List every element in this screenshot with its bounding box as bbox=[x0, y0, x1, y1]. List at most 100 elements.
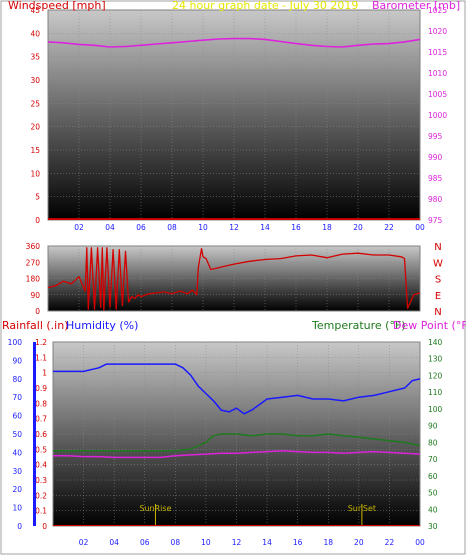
windspeed-axis-label: Windspeed [mph] bbox=[8, 0, 106, 12]
sun-annotation: SunSet bbox=[348, 504, 376, 513]
x-tick-label: 16 bbox=[291, 223, 301, 232]
humidity-tick-label: 30 bbox=[12, 467, 22, 476]
barometer-tick-label: 1000 bbox=[428, 111, 447, 120]
humidity-tick-label: 50 bbox=[12, 430, 22, 439]
rain-humidity-temp-ticks: 02 04 06 08 10 12 14 16 18 20 22 0000.10.20.30.40.5… bbox=[8, 338, 443, 547]
barometer-tick-label: 990 bbox=[428, 153, 443, 162]
temperature-tick-label: 130 bbox=[428, 355, 443, 364]
windspeed-tick-label: 35 bbox=[30, 53, 40, 62]
windspeed-tick-label: 25 bbox=[30, 99, 40, 108]
barometer-tick-label: 975 bbox=[428, 216, 443, 225]
temperature-tick-label: 100 bbox=[428, 405, 443, 414]
x-tick-label: 14 bbox=[260, 223, 270, 232]
humidity-tick-label: 40 bbox=[12, 448, 22, 457]
humidity-tick-label: 100 bbox=[8, 338, 23, 347]
barometer-axis-label: Barometer [mb] bbox=[372, 0, 461, 12]
direction-tick-label: 90 bbox=[30, 291, 40, 300]
compass-label: N bbox=[434, 307, 441, 318]
barometer-tick-label: 1005 bbox=[428, 90, 447, 99]
temperature-tick-label: 140 bbox=[428, 338, 443, 347]
temperature-tick-label: 50 bbox=[428, 489, 438, 498]
humidity-tick-label: 80 bbox=[12, 375, 22, 384]
x-tick-label: 18 bbox=[323, 538, 333, 547]
compass-label: E bbox=[435, 291, 441, 302]
humidity-tick-label: 70 bbox=[12, 393, 22, 402]
chart-title: 24 hour graph date - July 30 2019 bbox=[172, 0, 359, 12]
temperature-axis-label: Temperature (°F) bbox=[312, 319, 406, 332]
temperature-tick-label: 90 bbox=[428, 422, 438, 431]
windspeed-tick-label: 5 bbox=[35, 193, 40, 202]
x-tick-label: 06 bbox=[136, 223, 146, 232]
temperature-tick-label: 110 bbox=[428, 388, 443, 397]
x-tick-label: 10 bbox=[201, 538, 211, 547]
temperature-tick-label: 80 bbox=[428, 438, 438, 447]
humidity-tick-label: 20 bbox=[12, 485, 22, 494]
wind-pressure-ticks: 02 04 06 08 10 12 14 16 18 20 22 000510152025303540… bbox=[30, 6, 447, 232]
x-tick-label: 18 bbox=[322, 223, 332, 232]
direction-tick-label: 360 bbox=[26, 242, 41, 251]
x-tick-label: 04 bbox=[105, 223, 115, 232]
barometer-tick-label: 1010 bbox=[428, 69, 447, 78]
windspeed-tick-label: 20 bbox=[30, 123, 40, 132]
barometer-tick-label: 980 bbox=[428, 195, 443, 204]
rainfall-tick-label: 0 bbox=[42, 522, 47, 531]
x-tick-label: 22 bbox=[385, 538, 395, 547]
rainfall-tick-label: 1 bbox=[42, 369, 47, 378]
temperature-f-line bbox=[53, 433, 420, 452]
compass-label: W bbox=[433, 258, 443, 269]
windspeed-tick-label: 45 bbox=[30, 6, 40, 15]
temperature-tick-label: 30 bbox=[428, 522, 438, 531]
dew-point-f-line bbox=[53, 449, 420, 459]
wind-direction-line bbox=[48, 247, 420, 311]
rainfall-tick-label: 0.3 bbox=[35, 476, 47, 485]
compass-label: N bbox=[434, 242, 441, 253]
windspeed-tick-label: 40 bbox=[30, 29, 40, 38]
rainfall-axis-label: Rainfall (.in) bbox=[2, 319, 69, 332]
humidity-tick-label: 60 bbox=[12, 412, 22, 421]
rainfall-tick-label: 1.2 bbox=[35, 338, 47, 347]
barometer-line bbox=[48, 37, 420, 48]
x-tick-label: 20 bbox=[354, 538, 364, 547]
x-tick-label: 14 bbox=[262, 538, 272, 547]
humidity-line bbox=[53, 363, 420, 415]
compass-label: S bbox=[435, 275, 441, 286]
temperature-tick-label: 70 bbox=[428, 455, 438, 464]
x-tick-label: 12 bbox=[232, 538, 242, 547]
barometer-tick-label: 1015 bbox=[428, 48, 447, 57]
rainfall-tick-label: 0.4 bbox=[35, 461, 47, 470]
x-tick-label: 02 bbox=[74, 223, 84, 232]
wind-direction-lines bbox=[48, 247, 420, 311]
humidity-axis-bar bbox=[33, 342, 36, 526]
humidity-axis-label: Humidity (%) bbox=[66, 319, 139, 332]
wind-direction-grid bbox=[48, 245, 420, 312]
windspeed-tick-label: 10 bbox=[30, 169, 40, 178]
rainfall-tick-label: 0.9 bbox=[35, 384, 47, 393]
humidity-tick-label: 90 bbox=[12, 356, 22, 365]
windspeed-tick-label: 0 bbox=[35, 216, 40, 225]
x-tick-label: 00 bbox=[415, 223, 425, 232]
humidity-tick-label: 0 bbox=[17, 522, 22, 531]
direction-tick-label: 180 bbox=[26, 275, 41, 284]
windspeed-tick-label: 15 bbox=[30, 146, 40, 155]
barometer-tick-label: 995 bbox=[428, 132, 443, 141]
dewpoint-axis-label: Dew Point (°F) bbox=[393, 319, 466, 332]
rainfall-tick-label: 0.5 bbox=[35, 445, 47, 454]
x-tick-label: 22 bbox=[384, 223, 394, 232]
wind-pressure-chart: 02 04 06 08 10 12 14 16 18 20 22 000510152025303540… bbox=[30, 6, 447, 232]
rain-humidity-temp-chart: 02 04 06 08 10 12 14 16 18 20 22 0000.10.20.30.40.5… bbox=[8, 338, 443, 547]
x-tick-label: 20 bbox=[353, 223, 363, 232]
rain-humidity-temp-lines bbox=[53, 363, 420, 526]
direction-tick-label: 0 bbox=[35, 307, 40, 316]
sun-annotation: SunRise bbox=[139, 504, 171, 513]
direction-tick-label: 270 bbox=[26, 258, 41, 267]
x-tick-label: 04 bbox=[109, 538, 119, 547]
rainfall-tick-label: 0.8 bbox=[35, 399, 47, 408]
temperature-tick-label: 120 bbox=[428, 371, 443, 380]
rainfall-tick-label: 0.1 bbox=[35, 507, 47, 516]
x-tick-label: 02 bbox=[79, 538, 89, 547]
x-tick-label: 08 bbox=[167, 223, 177, 232]
x-tick-label: 06 bbox=[140, 538, 150, 547]
